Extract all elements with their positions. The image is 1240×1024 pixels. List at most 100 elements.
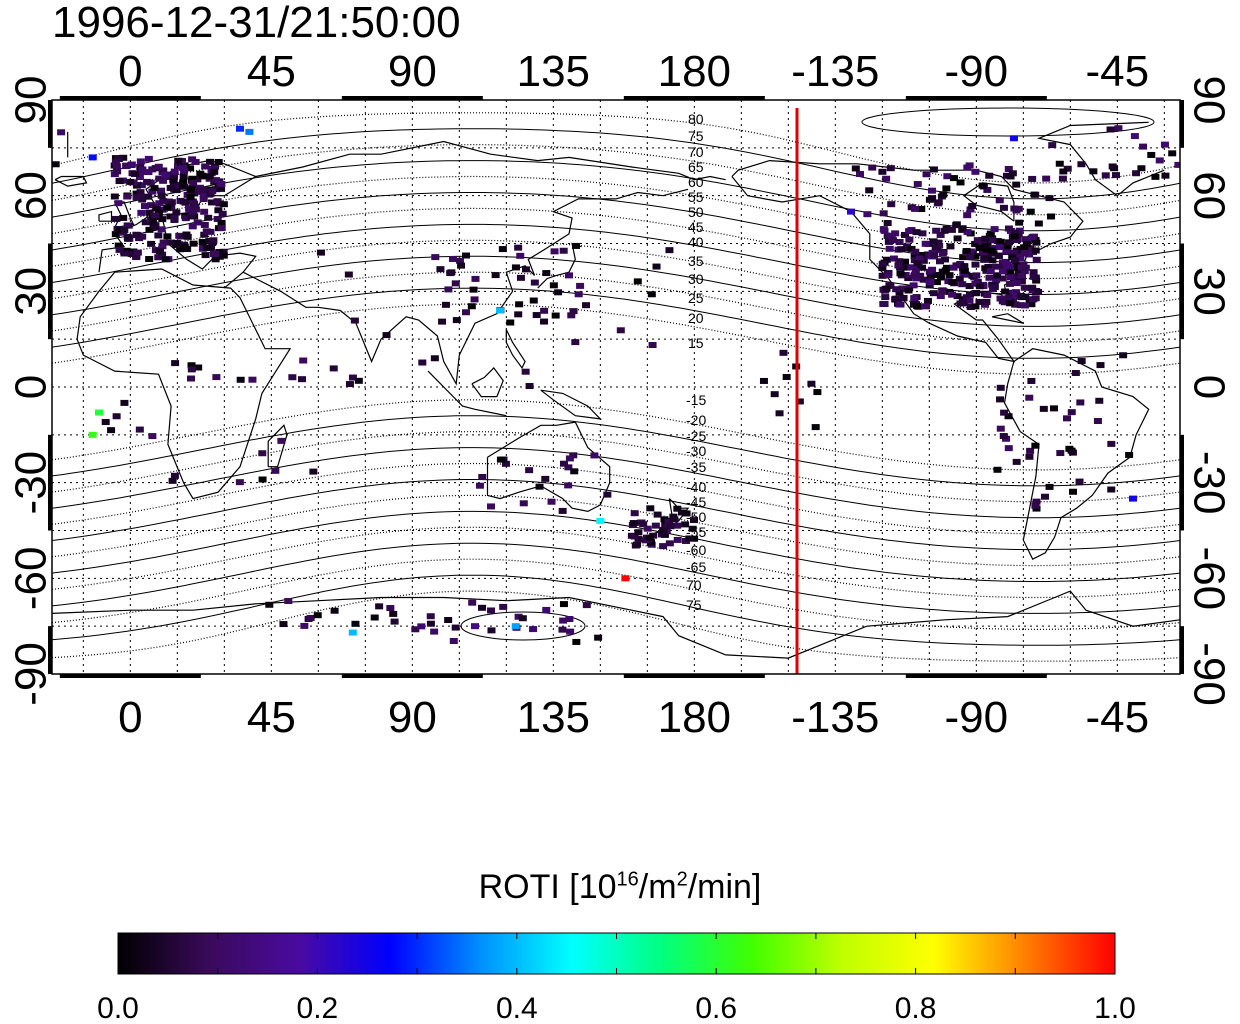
roti-point <box>201 163 210 170</box>
roti-point <box>981 235 990 242</box>
roti-point <box>883 220 892 227</box>
roti-point <box>929 238 938 245</box>
roti-point <box>939 191 948 198</box>
contour-label: 70 <box>686 577 702 593</box>
roti-point <box>572 638 581 645</box>
roti-point <box>885 245 894 252</box>
roti-point <box>645 534 654 541</box>
roti-point <box>558 507 567 514</box>
roti-point <box>1004 239 1013 246</box>
bottom-lon-tick-label: 135 <box>517 693 590 742</box>
roti-point <box>847 208 855 215</box>
roti-point <box>895 289 904 296</box>
roti-point <box>88 431 97 438</box>
roti-point <box>1028 284 1037 291</box>
roti-point <box>1139 143 1148 150</box>
roti-point <box>375 603 384 610</box>
roti-point <box>559 601 568 608</box>
roti-point <box>1031 247 1040 254</box>
contour-line <box>52 462 1180 535</box>
roti-point <box>152 205 161 212</box>
roti-point <box>455 257 464 264</box>
roti-point <box>176 246 185 253</box>
roti-point <box>1056 450 1065 457</box>
left-lat-tick-label: 0 <box>7 375 56 399</box>
roti-point <box>389 610 398 617</box>
roti-point <box>590 452 599 459</box>
roti-point <box>652 263 661 270</box>
roti-point <box>316 249 325 256</box>
axis-bar-bottom <box>341 674 483 678</box>
roti-point <box>236 376 245 383</box>
roti-point <box>145 256 154 263</box>
roti-point <box>521 368 530 375</box>
roti-point <box>166 184 175 191</box>
roti-point <box>120 250 129 257</box>
roti-point <box>478 604 487 611</box>
roti-point <box>547 498 556 505</box>
roti-point <box>1058 175 1067 182</box>
roti-point <box>855 170 864 177</box>
roti-point <box>279 621 288 628</box>
roti-point <box>248 376 257 383</box>
roti-point <box>895 258 904 265</box>
roti-point <box>354 377 363 384</box>
roti-point <box>478 473 487 480</box>
colorbar-title: ROTI [1016/m2/min] <box>0 868 1240 907</box>
roti-point <box>167 239 176 246</box>
roti-point <box>1020 284 1029 291</box>
roti-point <box>554 289 563 296</box>
roti-point <box>132 254 141 261</box>
top-lon-tick-label: 45 <box>247 47 296 96</box>
roti-point <box>114 242 123 249</box>
roti-point <box>101 419 110 426</box>
roti-point <box>966 304 975 311</box>
colorbar-title-exp2: 2 <box>676 868 688 891</box>
roti-point <box>913 303 922 310</box>
roti-point <box>199 192 208 199</box>
roti-point <box>895 239 904 246</box>
roti-point <box>971 253 980 260</box>
roti-point <box>200 208 209 215</box>
roti-point <box>992 263 1001 270</box>
roti-point <box>1004 413 1013 420</box>
contour-label: 75 <box>688 128 704 144</box>
roti-point <box>451 624 460 631</box>
coastline <box>54 175 88 187</box>
roti-point <box>1028 175 1037 182</box>
roti-point <box>120 399 129 406</box>
roti-point <box>114 200 123 207</box>
roti-point <box>147 240 156 247</box>
coastline <box>242 188 689 386</box>
roti-point <box>929 290 938 297</box>
roti-point <box>147 202 156 209</box>
coastline <box>991 313 1024 324</box>
roti-point <box>905 228 914 235</box>
left-lat-tick-label: 90 <box>7 76 56 125</box>
roti-point <box>1012 280 1021 287</box>
roti-point <box>949 175 958 182</box>
roti-point <box>690 535 699 542</box>
top-lon-tick-label: 90 <box>388 47 437 96</box>
roti-point <box>987 237 996 244</box>
roti-point <box>904 287 913 294</box>
right-lat-tick-label: -60 <box>1184 547 1233 611</box>
roti-point <box>1160 141 1169 148</box>
roti-point <box>213 215 222 222</box>
roti-point <box>193 219 202 226</box>
roti-point <box>329 365 338 372</box>
roti-point <box>569 308 578 315</box>
contour-label: 15 <box>688 335 704 351</box>
roti-point <box>330 607 339 614</box>
roti-point <box>685 535 694 542</box>
roti-point <box>309 468 318 475</box>
roti-point <box>110 193 119 200</box>
roti-point <box>487 607 496 614</box>
roti-point <box>430 355 439 362</box>
roti-point <box>514 244 523 251</box>
roti-point <box>990 284 999 291</box>
roti-point <box>882 285 891 292</box>
roti-point <box>199 196 208 203</box>
roti-point <box>218 210 227 217</box>
roti-point <box>1101 172 1110 179</box>
